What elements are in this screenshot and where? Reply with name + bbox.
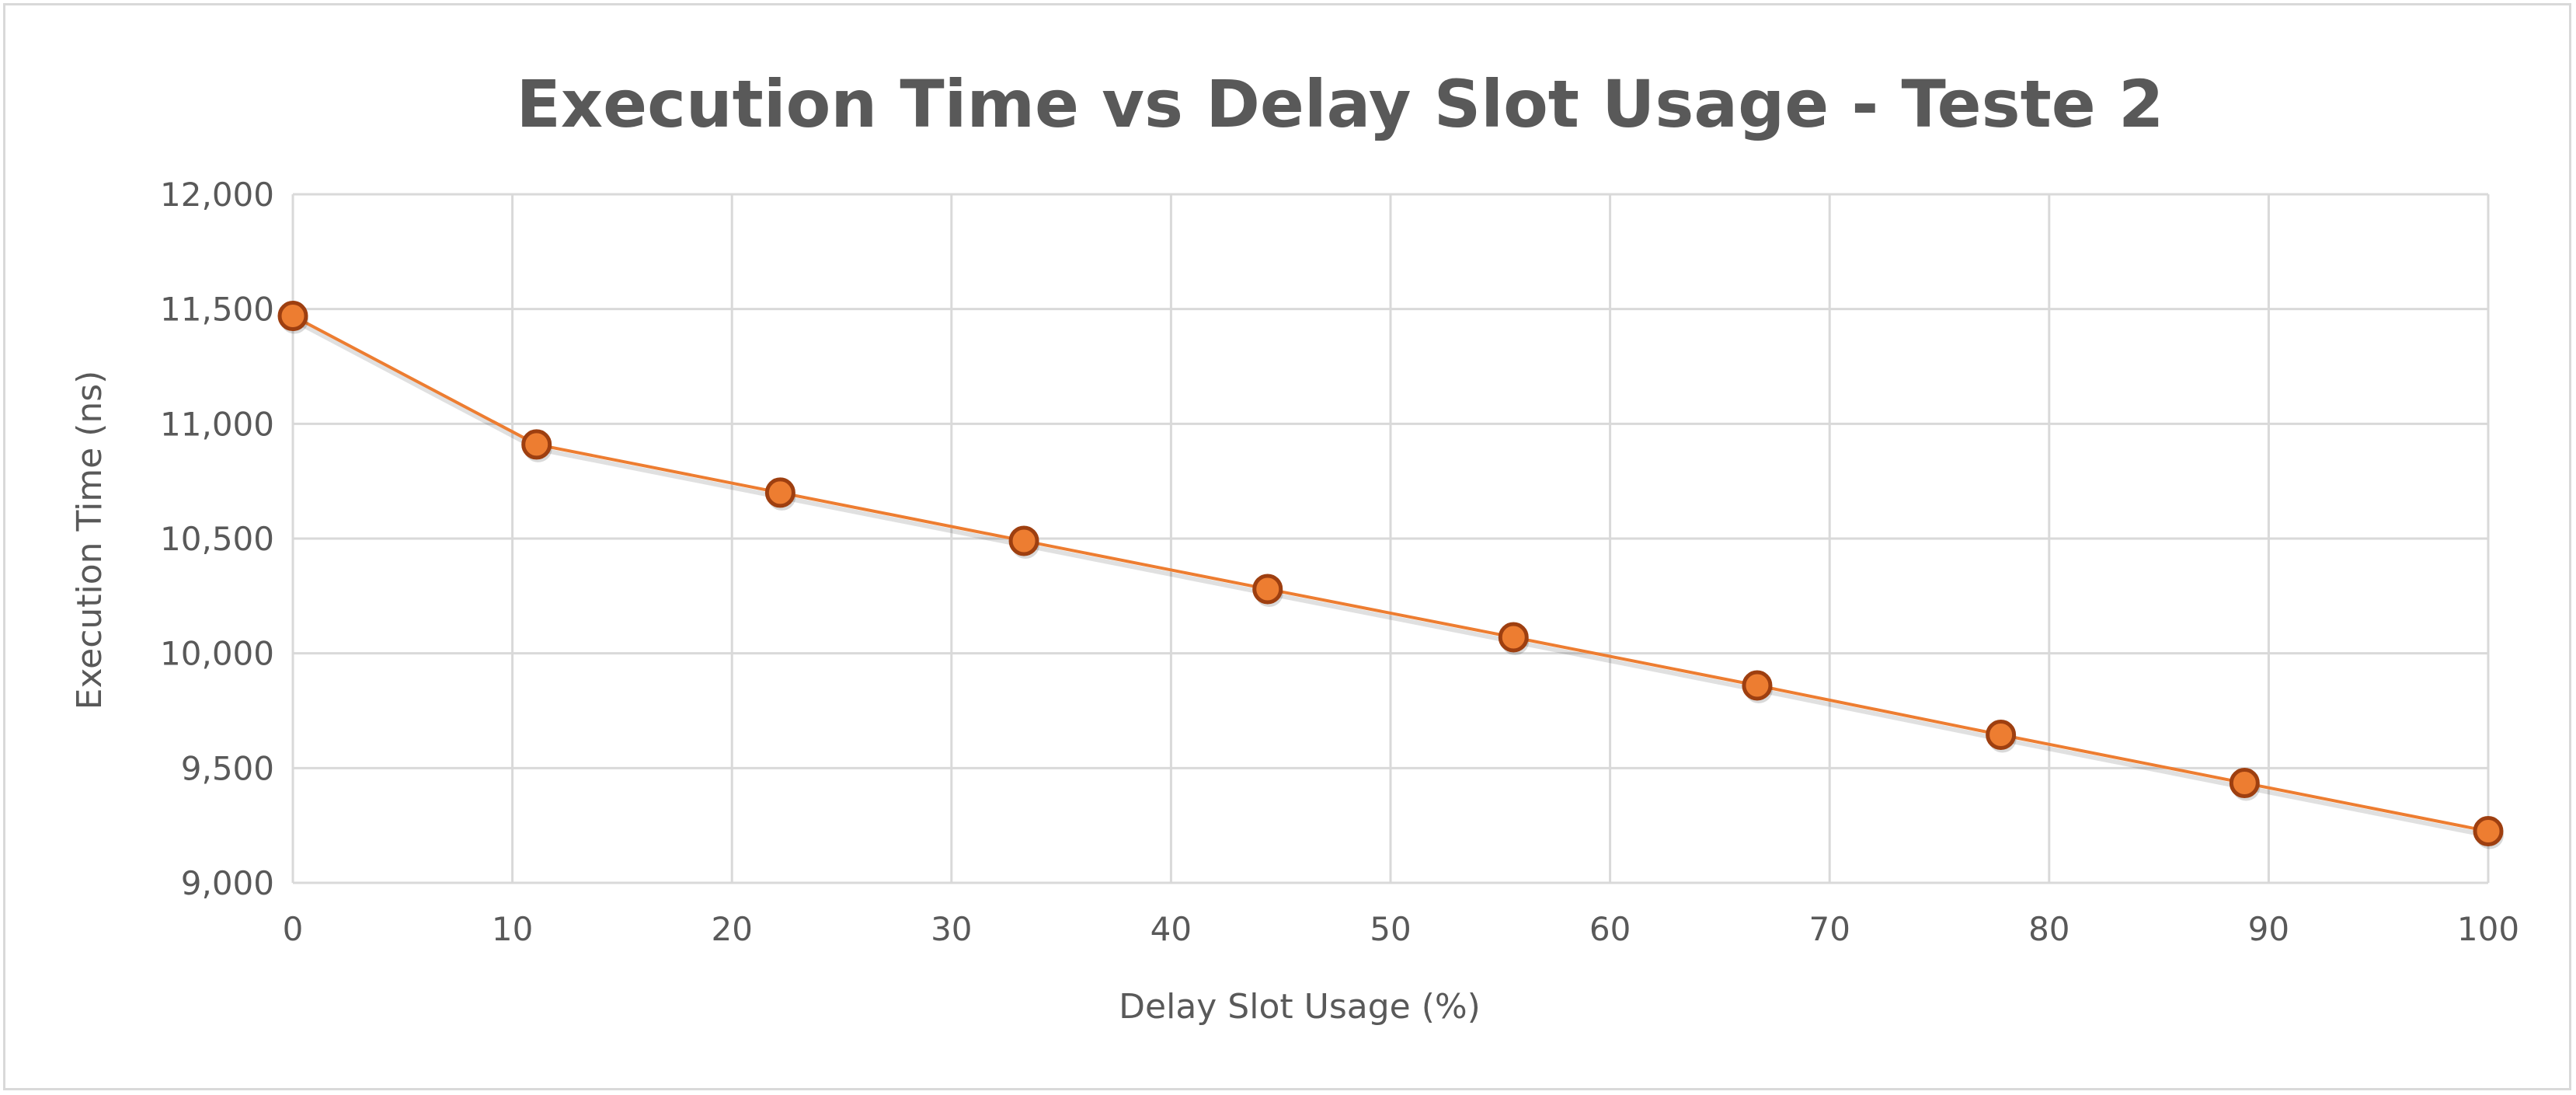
x-tick-label: 80: [2028, 910, 2070, 948]
y-tick-label: 10,000: [160, 635, 274, 673]
data-point: [1986, 720, 2017, 751]
series-polyline: [292, 314, 2489, 833]
x-axis-ticks: 0 10 20 30 40 50 60 70 80 90 100: [283, 910, 2519, 948]
x-tick-label: 100: [2457, 910, 2519, 948]
x-tick-label: 70: [1808, 910, 1850, 948]
data-point: [2229, 768, 2260, 799]
series-line: [292, 314, 2491, 839]
y-tick-label: 11,500: [160, 291, 274, 329]
data-point: [1498, 622, 1529, 653]
data-point: [1008, 525, 1039, 556]
x-tick-label: 0: [283, 910, 304, 948]
data-point: [2473, 816, 2504, 847]
y-axis-label: Execution Time (ns): [70, 371, 110, 710]
x-tick-label: 50: [1370, 910, 1411, 948]
data-point: [521, 429, 552, 460]
x-tick-label: 40: [1150, 910, 1192, 948]
y-tick-label: 12,000: [160, 176, 274, 214]
x-tick-label: 30: [931, 910, 972, 948]
x-tick-label: 10: [492, 910, 533, 948]
chart-title: Execution Time vs Delay Slot Usage - Tes…: [517, 66, 2164, 142]
data-point: [764, 477, 795, 508]
x-axis-label: Delay Slot Usage (%): [1119, 987, 1481, 1027]
data-point: [1252, 574, 1283, 605]
series-line-shadow: [293, 318, 2491, 839]
y-axis-ticks: 9,000 9,500 10,000 10,500 11,000 11,500 12,000: [160, 176, 274, 902]
y-tick-label: 9,500: [181, 749, 274, 787]
x-tick-label: 20: [711, 910, 752, 948]
data-points: [277, 301, 2504, 849]
y-tick-label: 11,000: [160, 405, 274, 443]
y-tick-label: 9,000: [181, 864, 274, 902]
x-tick-label: 60: [1589, 910, 1631, 948]
y-tick-label: 10,500: [160, 520, 274, 558]
data-point: [1742, 670, 1773, 701]
data-point: [277, 301, 308, 332]
grid-lines: [291, 193, 2490, 884]
x-tick-label: 90: [2248, 910, 2289, 948]
chart-frame: [3, 3, 2571, 1090]
